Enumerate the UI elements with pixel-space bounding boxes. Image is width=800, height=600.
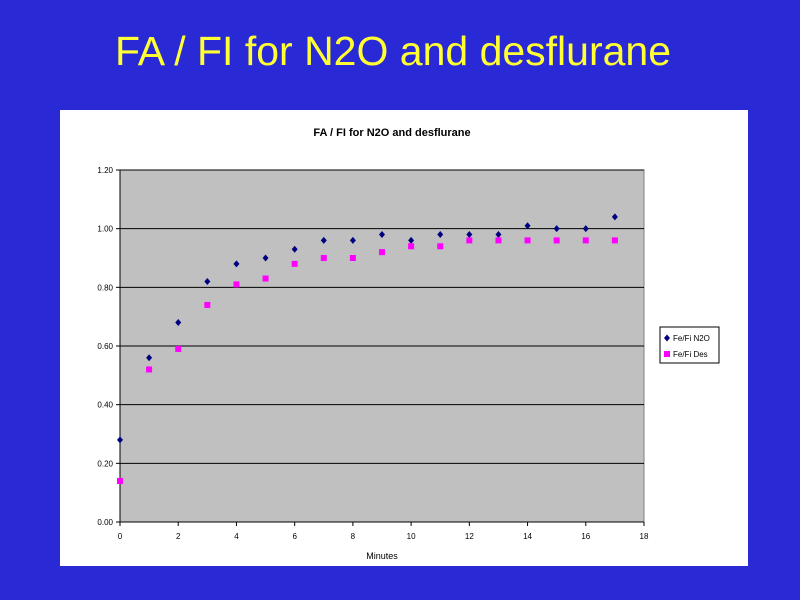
scatter-chart: FA / FI for N2O and desflurane 0.000.200… — [97, 127, 720, 561]
des-point — [437, 243, 444, 250]
x-tick-label: 18 — [640, 532, 649, 541]
y-tick-label: 0.80 — [97, 283, 113, 292]
y-tick-label: 0.40 — [97, 401, 113, 410]
y-tick-label: 1.20 — [97, 166, 113, 175]
n2o-point — [553, 225, 560, 233]
slide-title: FA / FI for N2O and desflurane — [114, 28, 672, 74]
x-tick-label: 0 — [118, 532, 123, 541]
legend-label: Fe/Fi N2O — [673, 334, 710, 343]
chart-title: FA / FI for N2O and desflurane — [313, 127, 470, 139]
n2o-point — [262, 254, 269, 262]
y-tick-label: 1.00 — [97, 225, 113, 234]
n2o-point — [320, 236, 327, 244]
n2o-point — [495, 231, 502, 239]
n2o-point — [611, 213, 618, 221]
des-point — [524, 237, 531, 244]
legend-marker-des — [664, 351, 670, 357]
n2o-point — [117, 436, 123, 444]
des-point — [379, 249, 385, 256]
legend-label: Fe/Fi Des — [673, 350, 708, 359]
des-point — [611, 237, 618, 244]
des-point — [117, 477, 123, 484]
des-point — [320, 255, 327, 261]
des-point — [553, 237, 560, 244]
n2o-point — [379, 231, 385, 239]
n2o-point — [437, 231, 444, 239]
n2o-point — [233, 260, 240, 268]
des-point — [408, 243, 415, 250]
n2o-point — [408, 236, 415, 244]
des-point — [204, 301, 211, 308]
des-point — [146, 366, 153, 373]
y-tick-label: 0.00 — [97, 518, 113, 527]
legend-marker-n2o — [664, 334, 670, 342]
n2o-point — [582, 225, 589, 233]
y-axis-ticks: 0.00 0.20 0.40 0.60 0.80 1.00 1.20 — [97, 166, 120, 527]
n2o-point — [175, 319, 182, 327]
x-tick-label: 14 — [523, 532, 532, 541]
data-points — [117, 213, 618, 484]
legend: Fe/Fi N2O Fe/Fi Des — [659, 326, 720, 364]
des-point — [349, 255, 356, 261]
x-tick-label: 16 — [581, 532, 590, 541]
n2o-point — [204, 277, 211, 285]
n2o-point — [466, 231, 473, 239]
des-point — [582, 237, 589, 244]
des-point — [233, 281, 240, 288]
x-tick-label: 12 — [465, 532, 474, 541]
x-tick-label: 10 — [407, 532, 416, 541]
n2o-point — [349, 236, 356, 244]
y-tick-label: 0.60 — [97, 342, 113, 351]
n2o-point — [291, 245, 298, 253]
gridlines — [120, 169, 644, 464]
des-point — [262, 275, 269, 282]
des-point — [495, 237, 502, 244]
x-tick-label: 4 — [234, 532, 239, 541]
chart-area: FA / FI for N2O and desflurane 0.00 0.20 0… — [60, 110, 748, 566]
x-axis-label: Minutes — [366, 551, 398, 561]
n2o-point — [524, 222, 531, 230]
n2o-point — [146, 354, 153, 362]
x-axis-ticks: 0 2 4 6 8 10 12 14 16 18 — [118, 522, 649, 541]
des-point — [175, 345, 182, 352]
x-tick-label: 6 — [292, 532, 297, 541]
x-tick-label: 2 — [176, 532, 181, 541]
x-tick-label: 8 — [351, 532, 356, 541]
y-tick-label: 0.20 — [97, 459, 113, 468]
des-point — [466, 237, 473, 244]
des-point — [291, 260, 298, 267]
